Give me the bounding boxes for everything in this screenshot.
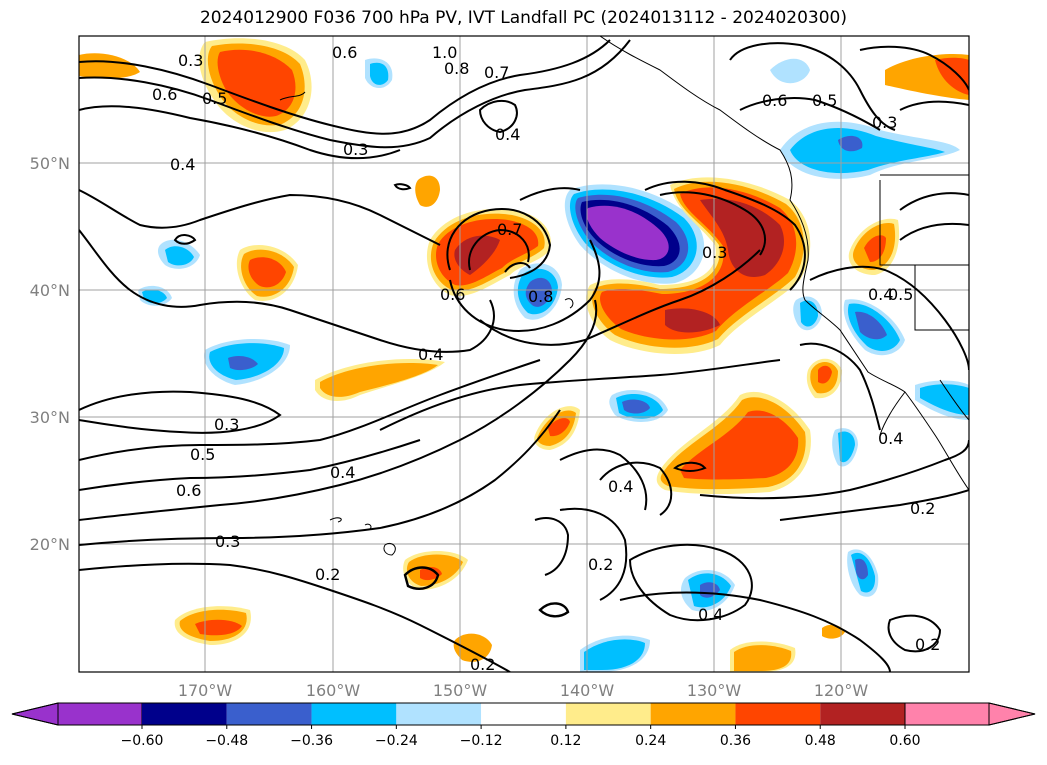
- contour-label: 0.2: [470, 655, 495, 674]
- contour-label: 0.6: [176, 481, 201, 500]
- contour-labels: 0.3 0.6 1.0 0.8 0.7 0.6 0.5 0.4 0.3 0.4 …: [152, 43, 940, 674]
- colorbar-tick-label: 0.24: [635, 733, 666, 749]
- colorbar-tick-label: 0.60: [889, 733, 920, 749]
- contour-label: 1.0: [432, 43, 457, 62]
- contour-label: 0.8: [528, 287, 553, 306]
- lat-label-50n: 50°N: [30, 154, 70, 173]
- colorbar-tick-label: −0.36: [290, 733, 333, 749]
- latitude-labels: 50°N 40°N 30°N 20°N: [30, 154, 70, 554]
- contour-label: 0.4: [418, 345, 443, 364]
- colorbar-segment: [820, 703, 905, 725]
- contour-label: 0.6: [762, 91, 787, 110]
- colorbar-segment: [11, 702, 143, 726]
- contour-label: 0.3: [872, 113, 897, 132]
- contour-label: 0.2: [315, 565, 340, 584]
- lat-label-30n: 30°N: [30, 408, 70, 427]
- contour-label: 0.4: [608, 477, 633, 496]
- contour-label: 0.2: [910, 499, 935, 518]
- contour-label: 0.5: [812, 91, 837, 110]
- contour-label: 0.7: [497, 220, 522, 239]
- lon-label-150w: 150°W: [433, 681, 488, 700]
- colorbar-segment: [226, 703, 312, 725]
- contour-label: 0.2: [915, 635, 940, 654]
- contour-label: 0.3: [343, 140, 368, 159]
- lat-label-20n: 20°N: [30, 535, 70, 554]
- colorbar-tick-label: 0.12: [550, 733, 581, 749]
- colorbar-segment: [565, 703, 651, 725]
- colorbar-segment: [396, 703, 482, 725]
- colorbar-tick-label: −0.12: [460, 733, 503, 749]
- colorbar-segment: [481, 703, 566, 725]
- longitude-labels: 170°W 160°W 150°W 140°W 130°W 120°W: [178, 681, 869, 700]
- colorbar-tick-label: 0.36: [720, 733, 751, 749]
- colorbar-tick-label: −0.24: [375, 733, 418, 749]
- contour-label: 0.4: [170, 155, 195, 174]
- colorbar-tick-label: −0.60: [121, 733, 164, 749]
- graticule: [79, 36, 969, 672]
- contour-label: 0.5: [888, 285, 913, 304]
- contour-label: 0.6: [332, 43, 357, 62]
- contour-label: 0.5: [190, 445, 215, 464]
- contour-label: 0.4: [878, 429, 903, 448]
- contour-label: 0.6: [152, 85, 177, 104]
- contour-label: 0.8: [444, 59, 469, 78]
- colorbar-segment: [904, 702, 1036, 726]
- colorbar-segment: [142, 703, 227, 725]
- pv-shading-layer: [79, 38, 969, 672]
- colorbar-segment: [735, 703, 821, 725]
- lon-label-170w: 170°W: [178, 681, 233, 700]
- colorbar-segment: [650, 703, 736, 725]
- colorbar-tick-label: 0.48: [805, 733, 836, 749]
- pv-contours: [79, 39, 969, 672]
- map-frame: [78, 35, 970, 673]
- contour-label: 0.3: [178, 51, 203, 70]
- contour-label: 0.5: [202, 89, 227, 108]
- lon-label-130w: 130°W: [687, 681, 742, 700]
- contour-label: 0.4: [698, 605, 723, 624]
- lon-label-140w: 140°W: [560, 681, 615, 700]
- contour-label: 0.7: [484, 63, 509, 82]
- contour-label: 0.3: [702, 243, 727, 262]
- contour-label: 0.3: [215, 532, 240, 551]
- lon-label-160w: 160°W: [306, 681, 361, 700]
- contour-label: 0.4: [330, 463, 355, 482]
- contour-label: 0.6: [440, 285, 465, 304]
- lon-label-120w: 120°W: [814, 681, 869, 700]
- map-title: 2024012900 F036 700 hPa PV, IVT Landfall…: [199, 8, 847, 28]
- contour-label: 0.2: [588, 555, 613, 574]
- colorbar: −0.60 −0.48 −0.36 −0.24 −0.12 0.12 0.24 0.36 0.4…: [11, 702, 1036, 749]
- contour-label: 0.4: [868, 285, 893, 304]
- contour-label: 0.3: [214, 415, 239, 434]
- colorbar-segment: [311, 703, 397, 725]
- colorbar-tick-label: −0.48: [205, 733, 248, 749]
- lat-label-40n: 40°N: [30, 281, 70, 300]
- contour-label: 0.4: [495, 125, 520, 144]
